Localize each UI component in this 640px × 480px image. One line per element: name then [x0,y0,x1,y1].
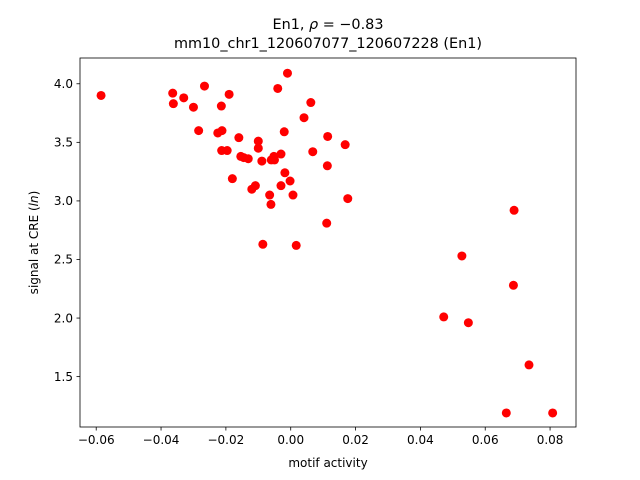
data-point [266,199,276,209]
data-point [524,360,534,370]
data-point [276,149,286,159]
data-point [168,99,178,109]
y-label-ln: ln [27,195,41,206]
data-point [243,154,253,164]
data-point [222,146,232,156]
y-tick-label: 3.0 [54,194,73,208]
x-tick-label: 0.08 [537,433,564,447]
title-prefix: En1, [273,17,310,33]
data-point [439,312,449,322]
y-tick-label: 4.0 [54,77,73,91]
data-point [457,251,467,261]
data-point [188,102,198,112]
data-point [258,239,268,249]
data-point [280,168,290,178]
data-point [299,113,309,123]
data-point [217,126,227,136]
data-point [508,280,518,290]
data-point [199,81,209,91]
data-point [291,240,301,250]
data-point [285,176,295,186]
data-point [194,126,204,136]
data-point [276,181,286,191]
data-point [257,156,267,166]
x-tick-label: 0.06 [472,433,499,447]
data-point [308,147,318,157]
data-point [323,131,333,141]
data-point [270,155,280,165]
data-point [322,218,332,228]
data-point [282,68,292,78]
data-point [179,93,189,103]
data-point [253,143,263,153]
data-point [279,127,289,137]
chart-title-line2: mm10_chr1_120607077_120607228 (En1) [174,36,482,52]
y-tick-label: 2.0 [54,311,73,325]
data-point [216,101,226,111]
x-axis-label: motif activity [288,456,367,470]
y-tick-label: 1.5 [54,370,73,384]
chart-title-line1: En1, ρ = −0.83 [273,17,384,33]
y-label-suffix: ) [27,191,41,196]
data-point [273,83,283,93]
x-tick-label: 0.00 [277,433,304,447]
y-label-prefix: signal at CRE ( [27,206,41,294]
data-point [548,408,558,418]
data-point [463,318,473,328]
data-point [322,161,332,171]
data-point [253,136,263,146]
y-tick-label: 3.5 [54,136,73,150]
data-point [224,89,234,99]
x-tick-label: −0.04 [143,433,180,447]
data-point [343,194,353,204]
data-point [501,408,511,418]
data-point [234,133,244,143]
data-point [306,98,316,108]
data-point [168,88,178,98]
data-point [96,90,106,100]
data-point [340,140,350,150]
x-tick-label: 0.04 [407,433,434,447]
x-tick-label: −0.02 [207,433,244,447]
title-suffix: = −0.83 [318,17,383,33]
x-axis: −0.06 −0.04 −0.02 0.00 0.02 0.04 0.06 0.08 [78,427,564,447]
plot-area-frame [79,57,577,428]
title-rho: ρ [309,17,318,33]
data-point [288,190,298,200]
y-axis-label: signal at CRE (ln) [27,191,41,295]
data-point [250,181,260,191]
y-tick-label: 2.5 [54,253,73,267]
data-point [265,190,275,200]
data-points [96,68,558,418]
x-tick-label: −0.06 [78,433,115,447]
data-point [509,205,519,215]
data-point [227,174,237,184]
y-axis: 1.5 2.0 2.5 3.0 3.5 4.0 [54,77,80,384]
x-tick-label: 0.02 [342,433,369,447]
